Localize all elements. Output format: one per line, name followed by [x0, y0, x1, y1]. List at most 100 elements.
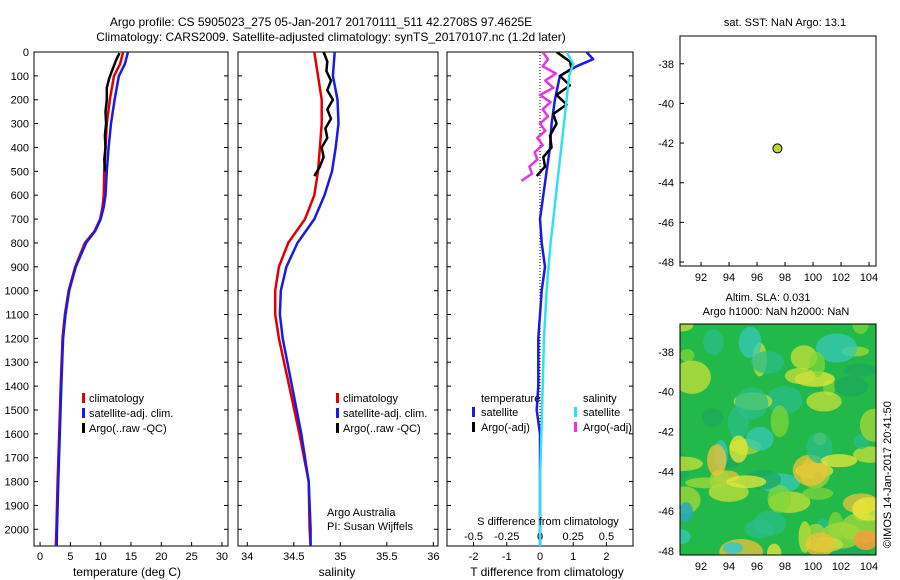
sla-map-x-tick-label: 100	[804, 561, 822, 573]
sla-blob	[738, 326, 762, 358]
sla-blob	[680, 529, 691, 545]
depth-tick-label: 600	[11, 190, 29, 202]
sla-map-y-tick-label: -46	[658, 506, 674, 518]
series-salinity-satellite	[538, 52, 575, 546]
legend-swatch-temp-satellite	[472, 407, 475, 417]
depth-tick-label: 1500	[5, 405, 29, 417]
sla-blob	[766, 386, 803, 415]
depth-tick-label: 400	[11, 142, 29, 154]
map-axes-ticks: 92 94 96 98 100 102 104 -38 -40 -42 -44 -46 -48 92 94 9…	[658, 59, 878, 573]
temperature-x-axis: 0 5 10 15 20 25 30	[37, 542, 228, 563]
sla-blob	[745, 426, 774, 451]
series-argo-raw-qc-	[103, 52, 121, 172]
sla-map-frame	[679, 323, 877, 556]
temperature-x-tick-label: 0	[37, 551, 43, 563]
sla-blob	[680, 456, 703, 472]
sst-map-y-tick-label: -42	[658, 138, 674, 150]
sst-map-x-tick-label: 96	[751, 272, 763, 284]
sla-map-y-tick-label: -42	[658, 427, 674, 439]
depth-tick-label: 1700	[5, 453, 29, 465]
legend-label: Argo(-adj)	[583, 422, 632, 434]
sla-map-x-tick-label: 104	[860, 561, 878, 573]
sst-map-y-tick-label: -38	[658, 59, 674, 71]
sla-blob	[680, 324, 694, 332]
series-salinity-argo-adj-	[520, 52, 558, 182]
legend-label: Argo(-adj)	[481, 422, 530, 434]
legend-swatch-satellite	[336, 408, 339, 418]
sla-blob	[821, 454, 858, 468]
legend-label: Argo(..raw -QC)	[89, 423, 167, 435]
temperature-x-tick-label: 30	[216, 551, 228, 563]
argo-australia-label: Argo Australia	[327, 507, 396, 519]
depth-tick-label: 300	[11, 119, 29, 131]
legend-heading-temperature: temperature	[481, 393, 540, 405]
legend-heading-salinity: salinity	[583, 393, 617, 405]
sst-map-x-tick-label: 94	[723, 272, 735, 284]
depth-tick-label: 700	[11, 214, 29, 226]
legend-swatch-temp-argo	[472, 422, 475, 432]
legend-swatch-climatology	[336, 393, 339, 403]
depth-tick-label: 800	[11, 238, 29, 250]
legend-label: satellite	[481, 407, 518, 419]
sla-map-title-2: Argo h1000: NaN h2000: NaN	[703, 306, 850, 318]
series-climatology	[54, 52, 125, 546]
salinity-x-label: salinity	[319, 565, 356, 579]
depth-tick-label: 1900	[5, 500, 29, 512]
depth-tick-label: 2000	[5, 524, 29, 536]
difference-x-tick-label: 2	[603, 551, 609, 563]
depth-tick-label: 900	[11, 262, 29, 274]
sla-heatmap	[680, 324, 876, 555]
sla-map-x-tick-label: 98	[779, 561, 791, 573]
sla-blob	[854, 530, 876, 550]
difference-top-x-tick-label: 0.25	[563, 531, 584, 543]
legend-label: climatology	[343, 393, 399, 405]
sla-map-y-tick-label: -38	[658, 347, 674, 359]
sla-map-x-tick-label: 102	[832, 561, 850, 573]
temperature-profiles	[54, 52, 130, 546]
salinity-profiles	[273, 52, 340, 546]
sla-blob	[834, 376, 869, 397]
salinity-axes-frame	[237, 51, 439, 547]
series-climatology	[273, 52, 323, 546]
salinity-x-tick-label: 36	[427, 551, 439, 563]
salinity-x-tick-label: 34.5	[283, 551, 304, 563]
sla-blob	[735, 387, 769, 420]
sla-blob	[680, 502, 693, 522]
sla-blob	[767, 543, 782, 555]
sla-blob	[809, 351, 826, 377]
sla-blob	[852, 324, 869, 335]
difference-top-x-tick-label: 0.5	[599, 531, 614, 543]
sla-blob	[750, 351, 785, 374]
difference-x-tick-label: -1	[502, 551, 512, 563]
series-satellite-adj-clim-	[55, 52, 130, 546]
sla-blob	[815, 333, 858, 363]
temperature-x-tick-label: 5	[67, 551, 73, 563]
difference-x-label: T difference from climatology	[470, 565, 624, 579]
sla-blob	[723, 542, 743, 554]
sla-blob	[680, 349, 695, 362]
difference-legend: temperature salinity satellite Argo(-adj…	[472, 393, 632, 434]
sst-map-y-tick-label: -44	[658, 178, 674, 190]
sla-blob	[729, 435, 748, 463]
temperature-axes-frame	[33, 51, 229, 547]
sst-map-x-tick-label: 102	[832, 272, 850, 284]
difference-profiles	[520, 52, 595, 546]
sla-blob	[852, 497, 876, 521]
sla-blob	[859, 408, 876, 442]
series-argo-raw-qc-	[313, 52, 335, 177]
sla-blob	[770, 405, 789, 438]
depth-tick-label: 1000	[5, 286, 29, 298]
sla-blob	[802, 487, 834, 500]
sst-map-x-tick-label: 92	[695, 272, 707, 284]
sla-blob	[680, 360, 711, 394]
sla-blob	[726, 475, 767, 489]
sla-map-x-tick-label: 94	[723, 561, 735, 573]
legend-label: satellite	[583, 407, 620, 419]
temperature-x-tick-label: 10	[95, 551, 107, 563]
sst-map-y-tick-label: -40	[658, 98, 674, 110]
depth-tick-label: 1800	[5, 477, 29, 489]
sst-map-y-tick-label: -48	[658, 257, 674, 269]
sla-map-x-tick-label: 96	[751, 561, 763, 573]
sla-map-x-tick-label: 92	[695, 561, 707, 573]
